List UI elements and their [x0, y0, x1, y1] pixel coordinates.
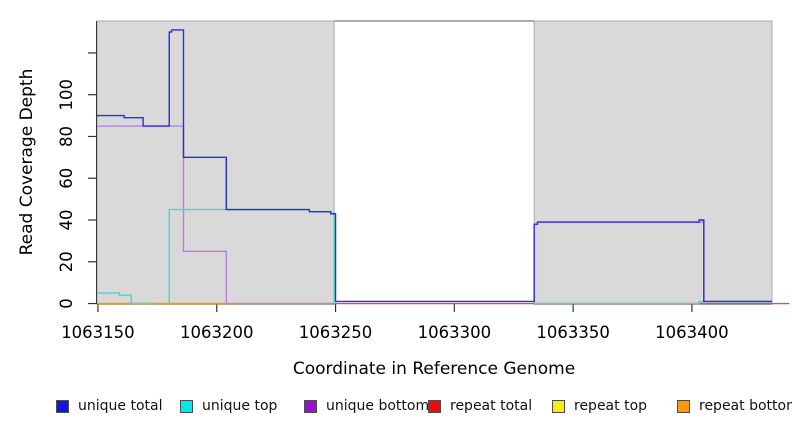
x-axis-tick-label: 1063200 — [180, 323, 254, 342]
y-axis-tick-label: 80 — [57, 126, 76, 147]
x-axis-tick-label: 1063350 — [536, 323, 610, 342]
highlight-region-1 — [96, 20, 335, 305]
y-axis-tick-label: 0 — [57, 298, 76, 309]
y-axis-tick-label: 100 — [57, 79, 76, 111]
x-axis-tick-label: 1063400 — [655, 323, 729, 342]
y-axis-tick-label: 20 — [57, 251, 76, 272]
y-axis-label: Read Coverage Depth — [17, 68, 37, 256]
x-axis-tick-label: 1063300 — [418, 323, 492, 342]
highlight-region-2 — [533, 20, 773, 305]
y-axis-tick-label: 40 — [57, 210, 76, 231]
y-axis-tick-label: 60 — [57, 168, 76, 189]
x-axis-tick-label: 1063150 — [61, 323, 135, 342]
x-axis-tick-label: 1063250 — [299, 323, 373, 342]
x-axis-label: Coordinate in Reference Genome — [292, 359, 576, 379]
series-line-unique-total — [97, 29, 772, 303]
series-line-unique-top — [97, 292, 153, 305]
